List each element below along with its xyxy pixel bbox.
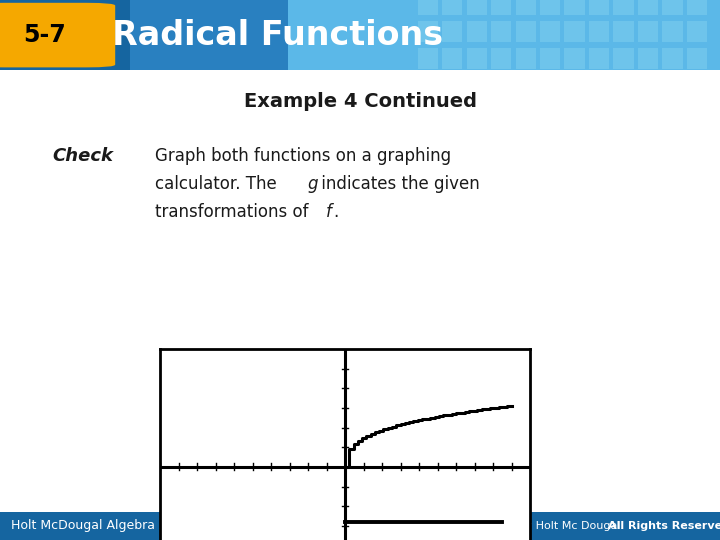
Bar — [589, 48, 609, 69]
Bar — [418, 48, 438, 69]
Bar — [540, 21, 560, 42]
Bar — [638, 0, 658, 16]
Text: transformations of: transformations of — [155, 203, 314, 221]
Bar — [516, 0, 536, 16]
Bar — [0, 0, 130, 70]
Text: Check: Check — [52, 147, 113, 165]
Bar — [516, 21, 536, 42]
Bar — [613, 0, 634, 16]
Text: .: . — [333, 203, 338, 221]
Bar — [589, 0, 609, 16]
Text: Copyright © by Holt Mc Dougal.: Copyright © by Holt Mc Dougal. — [446, 521, 628, 531]
Bar — [687, 48, 707, 69]
Bar — [687, 0, 707, 16]
Text: f: f — [326, 203, 332, 221]
Bar — [564, 48, 585, 69]
Text: Graph both functions on a graphing: Graph both functions on a graphing — [155, 147, 451, 165]
Bar — [540, 0, 560, 16]
Bar — [613, 48, 634, 69]
Text: indicates the given: indicates the given — [316, 176, 480, 193]
Text: calculator. The: calculator. The — [155, 176, 282, 193]
Bar — [491, 48, 511, 69]
Bar — [442, 48, 462, 69]
Bar — [288, 0, 720, 70]
Bar — [467, 21, 487, 42]
Bar — [687, 21, 707, 42]
Bar — [467, 0, 487, 16]
Text: Example 4 Continued: Example 4 Continued — [243, 92, 477, 111]
Bar — [638, 48, 658, 69]
FancyBboxPatch shape — [0, 3, 115, 68]
Bar — [613, 21, 634, 42]
Text: Holt McDougal Algebra 2: Holt McDougal Algebra 2 — [11, 519, 166, 532]
Bar — [442, 21, 462, 42]
Bar — [491, 0, 511, 16]
Bar — [662, 0, 683, 16]
Bar — [442, 0, 462, 16]
Text: All Rights Reserved.: All Rights Reserved. — [608, 521, 720, 531]
Text: g: g — [307, 176, 318, 193]
Bar — [418, 21, 438, 42]
Bar — [491, 21, 511, 42]
Bar — [638, 21, 658, 42]
Text: 5-7: 5-7 — [24, 23, 66, 47]
Bar — [662, 21, 683, 42]
Bar — [589, 21, 609, 42]
Bar — [418, 0, 438, 16]
Bar — [564, 21, 585, 42]
Bar — [540, 48, 560, 69]
Bar — [564, 0, 585, 16]
Bar — [467, 48, 487, 69]
Text: Radical Functions: Radical Functions — [112, 18, 443, 52]
Bar — [130, 0, 288, 70]
Bar — [662, 48, 683, 69]
Bar — [516, 48, 536, 69]
